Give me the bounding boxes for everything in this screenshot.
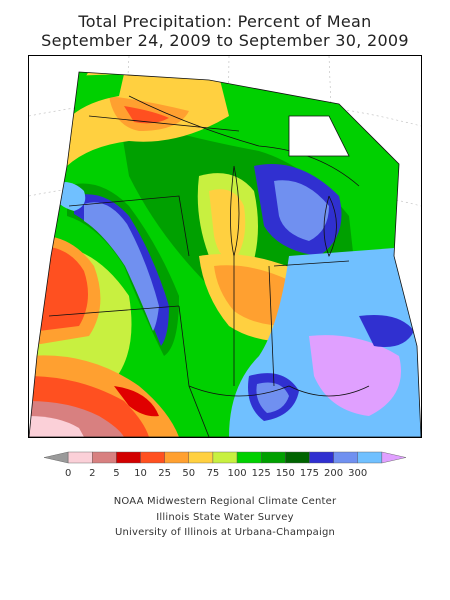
legend-box-11: [309, 451, 334, 464]
credit-line-1: NOAA Midwestern Regional Climate Center: [113, 496, 337, 507]
zone-medblue-band: [84, 202, 159, 331]
legend-box-5: [164, 451, 190, 464]
legend-box-7: [212, 451, 238, 464]
lake-huron: [323, 195, 337, 257]
state-border-ia-mo: [48, 305, 180, 317]
zone-medblue-ky: [256, 382, 289, 413]
legend-tick-0: 0: [65, 468, 71, 479]
region-outline: [29, 71, 421, 437]
legend-box-13: [357, 451, 383, 464]
zone-orangered-sw: [39, 246, 88, 331]
legend-tick-25: 25: [158, 468, 171, 479]
state-border-mn-north: [88, 115, 240, 132]
zone-green-nw: [69, 74, 124, 116]
zone-ltpink-s: [29, 416, 84, 437]
legend-box-9: [261, 451, 286, 464]
state-border-mn-wi: [68, 195, 190, 257]
credit-line-2: Illinois State Water Survey: [156, 512, 294, 523]
legend-box-1: [67, 451, 93, 464]
zone-orangered-nw: [124, 106, 169, 124]
legend-tick-75: 75: [207, 468, 220, 479]
legend-box-0: [43, 451, 69, 464]
lake-michigan: [230, 165, 240, 257]
legend-tick-175: 175: [300, 468, 319, 479]
ohio-river: [188, 385, 370, 397]
credit-line-3: University of Illinois at Urbana-Champai…: [114, 527, 336, 538]
legend-box-14: [381, 451, 407, 464]
legend-box-6: [188, 451, 214, 464]
map-title: Total Precipitation: Percent of Mean: [78, 12, 372, 31]
legend-box-2: [92, 451, 117, 464]
legend-box-8: [236, 451, 262, 464]
legend-tick-50: 50: [182, 468, 195, 479]
lake-superior-shore: [128, 95, 360, 187]
map-date-range: September 24, 2009 to September 30, 2009: [41, 31, 409, 50]
map-svg: [29, 56, 421, 437]
legend-box-12: [333, 451, 358, 464]
legend-tick-5: 5: [113, 468, 119, 479]
legend-tick-200: 200: [324, 468, 343, 479]
boundaries: [29, 71, 421, 437]
legend-tick-10: 10: [134, 468, 147, 479]
precip-field: [29, 72, 421, 437]
zone-red-s: [114, 386, 159, 417]
legend-tick-2: 2: [89, 468, 95, 479]
legend-tick-150: 150: [276, 468, 295, 479]
legend-color-boxes: [43, 451, 407, 464]
canada-whitespace: [288, 115, 350, 157]
state-border-mi-oh: [273, 260, 350, 267]
legend-tick-labels: 0 2 5 10 25 50 75 100 125 150 175 200 300: [65, 468, 367, 479]
color-legend: 0 2 5 10 25 50 75 100 125 150 175 200 300: [43, 451, 407, 479]
legend-box-10: [285, 451, 310, 464]
legend-tick-100: 100: [228, 468, 247, 479]
legend-tick-125: 125: [252, 468, 271, 479]
precipitation-map: [28, 55, 422, 438]
legend-box-3: [116, 451, 141, 464]
zone-medblue-upper: [274, 180, 329, 241]
legend-box-4: [140, 451, 165, 464]
state-border-in-oh: [268, 265, 275, 387]
zone-yellow-wi: [209, 189, 246, 261]
legend-tick-300: 300: [348, 468, 367, 479]
zone-blue-ne: [359, 315, 414, 347]
